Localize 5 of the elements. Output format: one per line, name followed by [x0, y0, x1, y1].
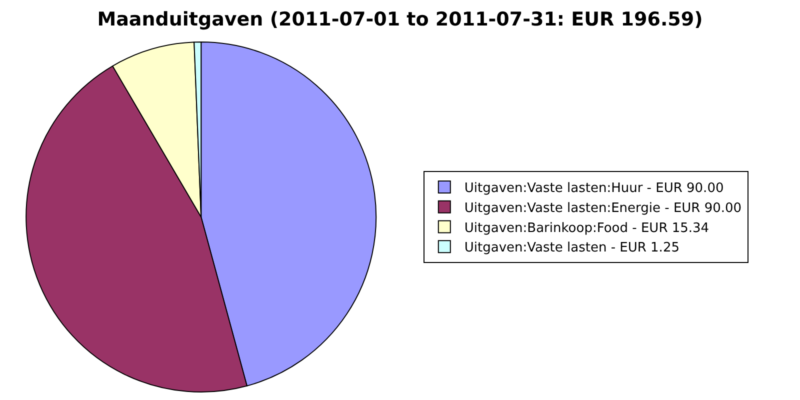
legend-label: Uitgaven:Vaste lasten:Huur - EUR 90.00 [464, 181, 724, 196]
legend-label: Uitgaven:Vaste lasten:Energie - EUR 90.00 [464, 200, 742, 216]
legend-label: Uitgaven:Vaste lasten - EUR 1.25 [464, 240, 680, 256]
chart-title: Maanduitgaven (2011-07-01 to 2011-07-31: EUR 196.59) [97, 8, 703, 30]
legend-label: Uitgaven:Barinkoop:Food - EUR 15.34 [464, 220, 710, 236]
